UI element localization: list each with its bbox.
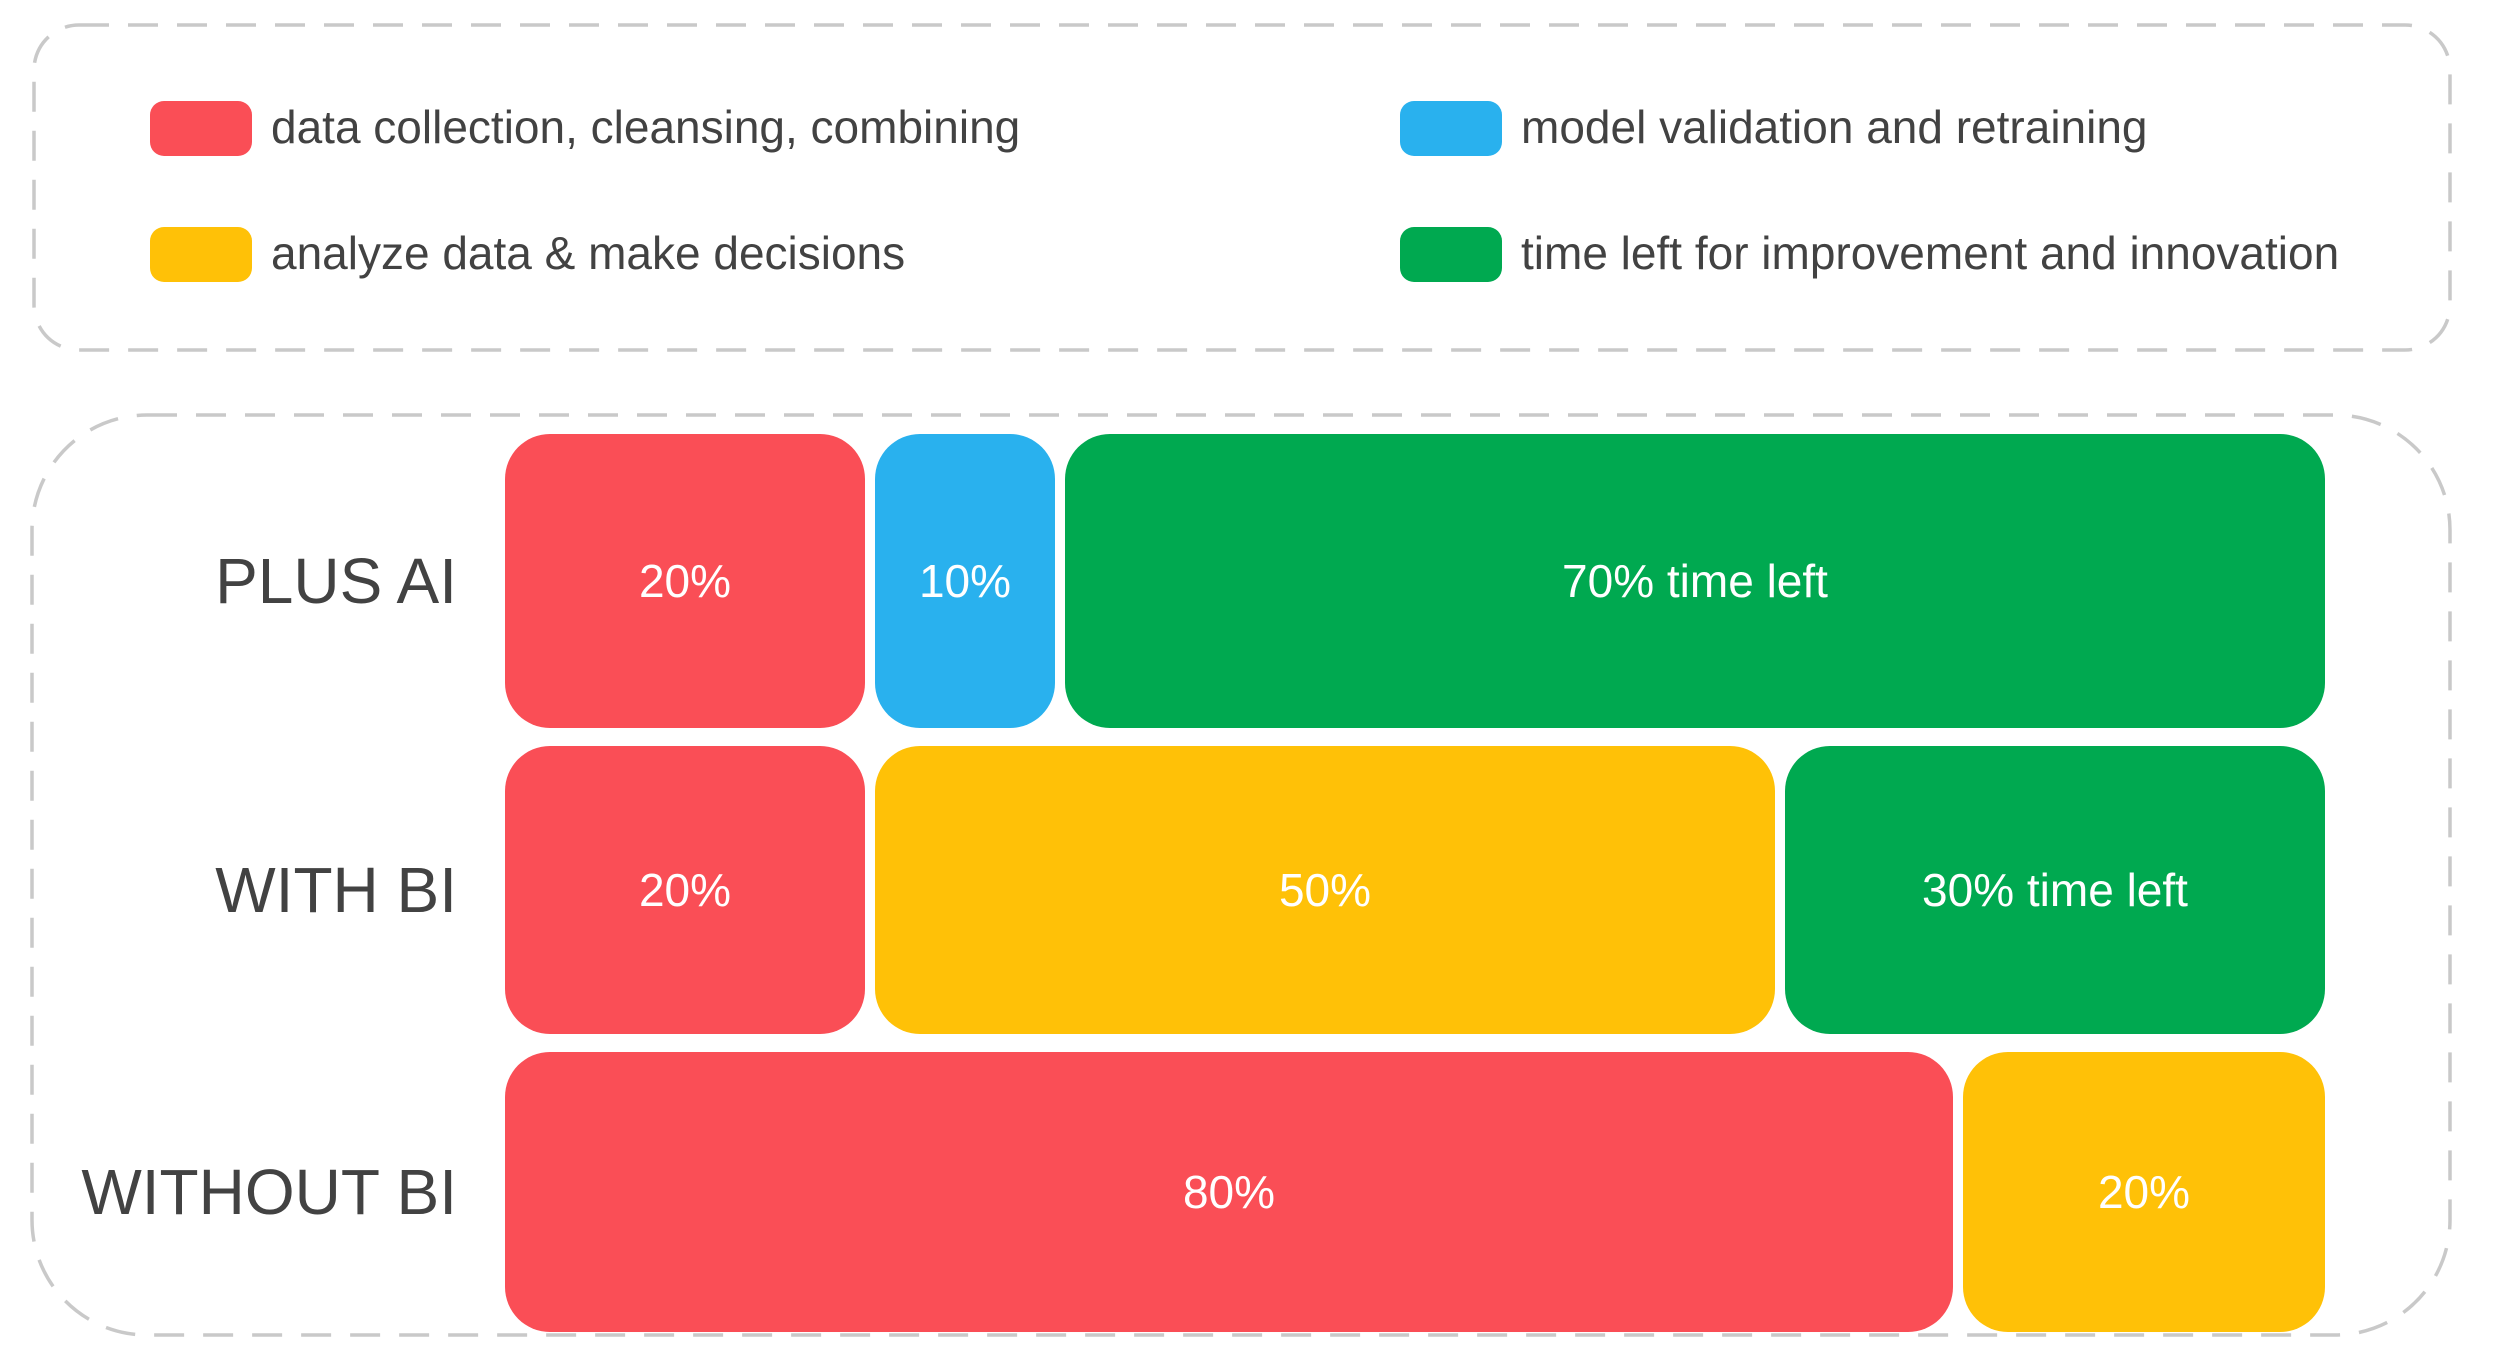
row-category-label: WITH BI [215, 854, 457, 926]
legend-label: data collection, cleansing, combining [271, 100, 1021, 153]
row-category-label: WITHOUT BI [81, 1156, 457, 1228]
bar-value-label: 20% [2097, 1166, 2191, 1218]
bar-value-label: 50% [1278, 864, 1372, 916]
bar-track: 20% 50% 30% time left [505, 746, 2325, 1034]
bar-value-label: 20% [638, 864, 732, 916]
chart-row: PLUS AI 20% 10% 70% time left [30, 434, 2452, 728]
bar-segment-blue: 10% [875, 434, 1055, 728]
bar-segment-green: 30% time left [1785, 746, 2325, 1034]
legend-item: data collection, cleansing, combining [150, 101, 1020, 156]
bar-segment-amber: 20% [1963, 1052, 2325, 1332]
bar-value-label: 70% time left [1562, 555, 1828, 607]
bar-track: 20% 10% 70% time left [505, 434, 2325, 728]
bar-segment-red: 80% [505, 1052, 1953, 1332]
bar-value-label: 30% time left [1922, 864, 2188, 916]
legend-item: analyze data & make decisions [150, 227, 905, 282]
bar-segment-amber: 50% [875, 746, 1775, 1034]
row-category-label: PLUS AI [215, 545, 457, 617]
amber-legend-swatch [150, 227, 252, 282]
red-legend-swatch [150, 101, 252, 156]
legend-label: model validation and retraining [1521, 100, 2148, 153]
bar-segment-red: 20% [505, 434, 865, 728]
legend: data collection, cleansing, combining ana… [32, 23, 2452, 352]
bar-value-label: 10% [918, 555, 1012, 607]
legend-dashed-border [32, 23, 2452, 352]
bar-track: 80% 20% [505, 1052, 2325, 1332]
bar-segment-green: 70% time left [1065, 434, 2325, 728]
chart-row: WITHOUT BI 80% 20% [30, 1052, 2452, 1332]
chart: PLUS AI 20% 10% 70% time left WITH BI 20% 50% 3… [30, 413, 2452, 1337]
chart-row: WITH BI 20% 50% 30% time left [30, 746, 2452, 1034]
bar-value-label: 80% [1182, 1166, 1276, 1218]
bar-value-label: 20% [638, 555, 732, 607]
legend-label: time left for improvement and innovation [1521, 226, 2340, 279]
green-legend-swatch [1400, 227, 1502, 282]
legend-item: model validation and retraining [1400, 101, 2148, 156]
bar-segment-red: 20% [505, 746, 865, 1034]
legend-label: analyze data & make decisions [271, 226, 906, 279]
blue-legend-swatch [1400, 101, 1502, 156]
legend-item: time left for improvement and innovation [1400, 227, 2339, 282]
